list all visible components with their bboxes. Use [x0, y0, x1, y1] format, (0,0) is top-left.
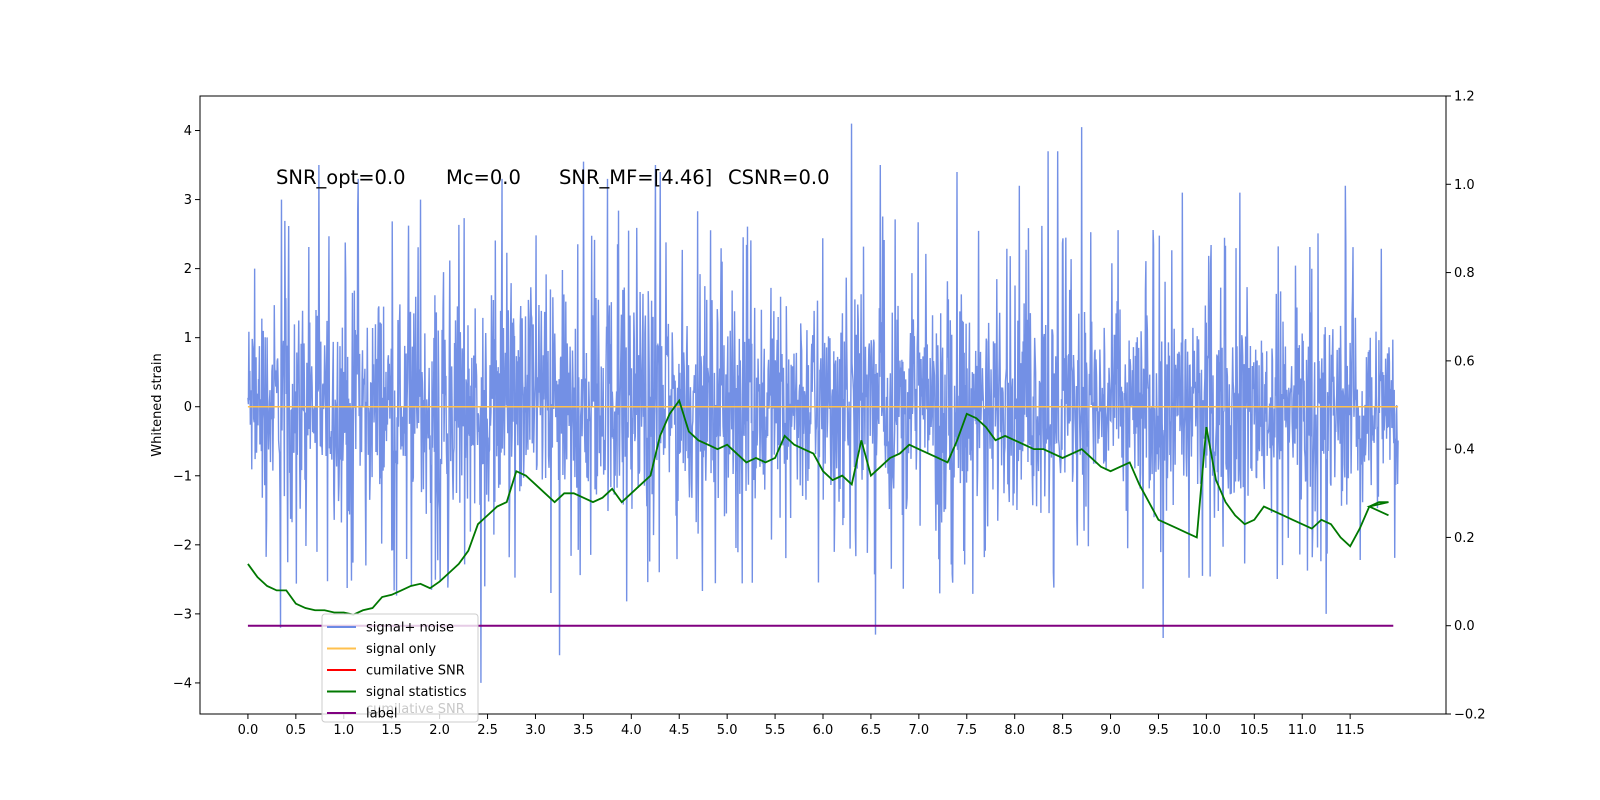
x-tick-label: 10.0 — [1192, 723, 1221, 738]
annotation-snr-mf: SNR_MF=[4.46] — [559, 166, 712, 189]
y2-tick-label: 0.0 — [1454, 619, 1475, 634]
x-tick-label: 5.0 — [717, 723, 738, 738]
y-tick-label: −4 — [173, 676, 192, 691]
x-tick-label: 3.5 — [573, 723, 594, 738]
legend-ghost-text: cumilative SNR — [366, 702, 465, 717]
y-tick-label: −2 — [173, 538, 192, 553]
legend-label: label — [366, 707, 397, 722]
x-tick-label: 1.0 — [333, 723, 354, 738]
y2-tick-label: −0.2 — [1454, 708, 1486, 723]
y2-tick-label: 1.2 — [1454, 90, 1475, 105]
x-tick-label: 0.5 — [286, 723, 307, 738]
x-tick-label: 1.5 — [381, 723, 402, 738]
y2-tick-label: 0.8 — [1454, 266, 1475, 281]
y-tick-label: −1 — [173, 469, 192, 484]
y2-tick-label: 1.0 — [1454, 178, 1475, 193]
y-tick-label: 0 — [184, 400, 192, 415]
x-tick-label: 9.0 — [1100, 723, 1121, 738]
annotation-mc: Mc=0.0 — [446, 166, 521, 189]
legend-label: signal+ noise — [366, 621, 454, 636]
signal-statistics-line — [247, 398, 1389, 616]
y-tick-label: 2 — [184, 262, 192, 277]
legend-box — [321, 613, 479, 723]
legend: cumilative SNR signal+ noise signal only c… — [321, 613, 479, 723]
x-tick-label: 11.0 — [1288, 723, 1317, 738]
y-tick-label: −3 — [173, 607, 192, 622]
x-tick-label: 5.5 — [765, 723, 786, 738]
y-tick-label: 3 — [184, 193, 192, 208]
y2-tick-label: 0.4 — [1454, 443, 1475, 458]
annotations: SNR_opt=0.0 Mc=0.0 SNR_MF=[4.46] CSNR=0.… — [276, 166, 829, 189]
y-axis-label: Whitened strain — [150, 353, 165, 456]
y-tick-label: 1 — [184, 331, 192, 346]
x-tick-label: 11.5 — [1336, 723, 1365, 738]
x-tick-label: 6.5 — [861, 723, 882, 738]
x-tick-label: 7.0 — [909, 723, 930, 738]
y-tick-label: 4 — [184, 124, 192, 139]
x-axis: 0.0 0.5 1.0 1.5 2.0 2.5 3.0 3.5 4.0 4.5 5.0 5.5 6.0 6… — [238, 714, 1365, 738]
x-tick-label: 4.5 — [669, 723, 690, 738]
legend-label: cumilative SNR — [366, 664, 465, 679]
signal-noise-line — [247, 123, 1399, 683]
y-axis-left: −4 −3 −2 −1 0 1 2 3 4 — [173, 124, 200, 691]
annotation-snr-opt: SNR_opt=0.0 — [276, 166, 406, 189]
x-tick-label: 3.0 — [525, 723, 546, 738]
y-axis-right: −0.2 0.0 0.2 0.4 0.6 0.8 1.0 1.2 — [1446, 90, 1486, 723]
x-tick-label: 2.5 — [477, 723, 498, 738]
x-tick-label: 8.5 — [1052, 723, 1073, 738]
y2-tick-label: 0.2 — [1454, 531, 1475, 546]
x-tick-label: 9.5 — [1148, 723, 1169, 738]
annotation-csnr: CSNR=0.0 — [728, 166, 829, 189]
signal-noise-series — [247, 123, 1399, 683]
x-tick-label: 8.0 — [1004, 723, 1025, 738]
x-tick-label: 4.0 — [621, 723, 642, 738]
x-tick-label: 7.5 — [956, 723, 977, 738]
legend-label: signal statistics — [366, 685, 467, 700]
x-tick-label: 6.0 — [813, 723, 834, 738]
legend-label: signal only — [366, 642, 436, 657]
y2-tick-label: 0.6 — [1454, 354, 1475, 369]
x-tick-label: 2.0 — [429, 723, 450, 738]
signal-statistics-series — [247, 398, 1389, 616]
x-tick-label: 10.5 — [1240, 723, 1269, 738]
x-tick-label: 0.0 — [238, 723, 259, 738]
